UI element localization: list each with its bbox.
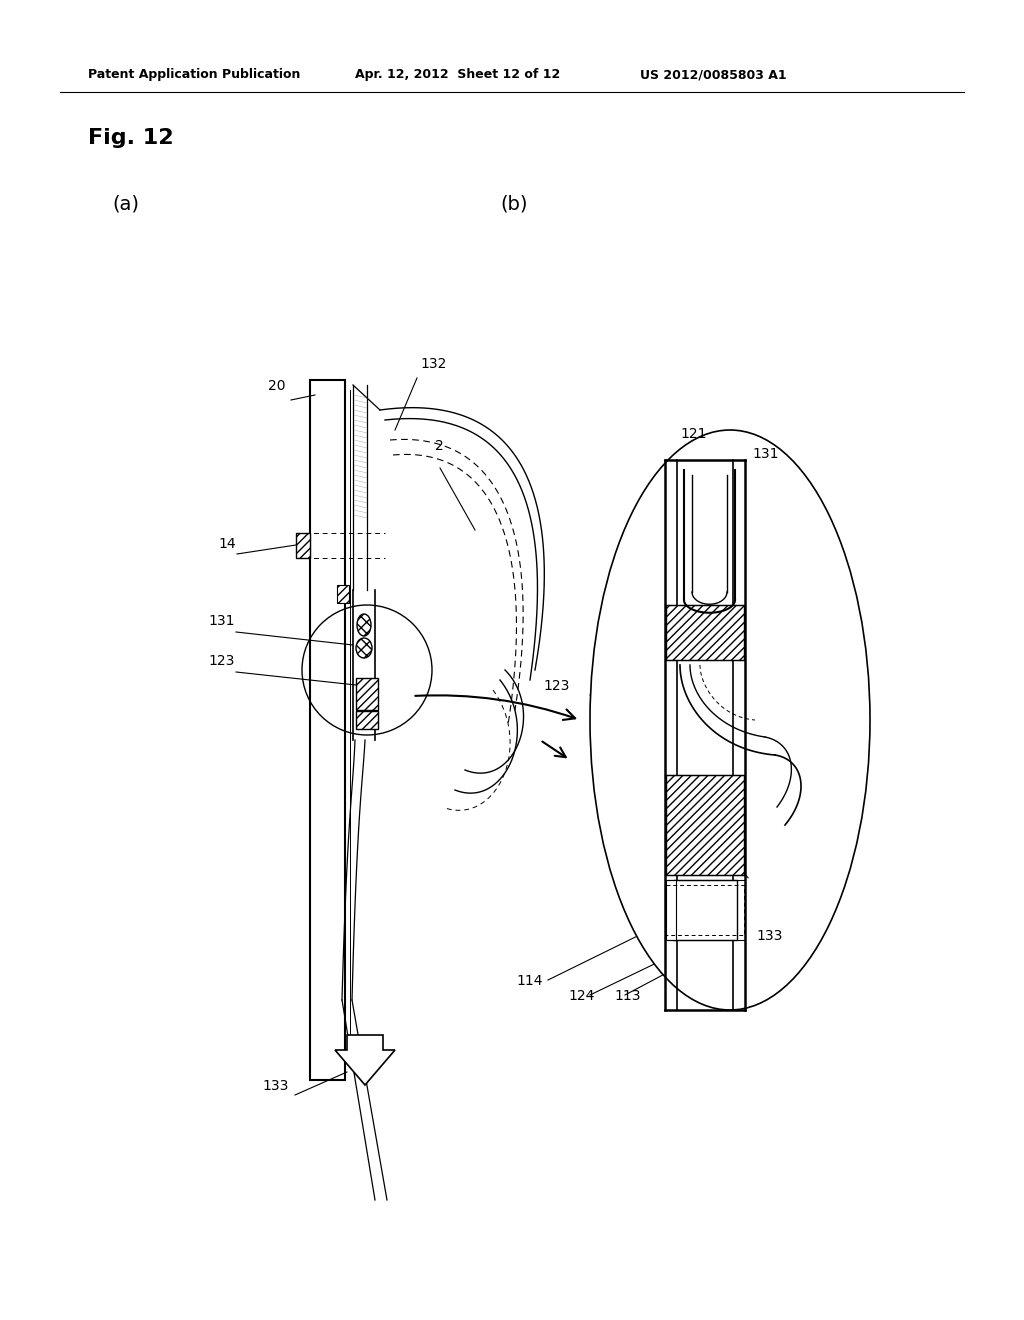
Ellipse shape xyxy=(356,638,372,657)
Text: 123: 123 xyxy=(543,678,569,693)
Text: 133: 133 xyxy=(262,1078,289,1093)
Text: Patent Application Publication: Patent Application Publication xyxy=(88,69,300,81)
Polygon shape xyxy=(335,1035,395,1085)
Bar xyxy=(666,880,676,940)
Bar xyxy=(337,585,349,603)
Bar xyxy=(356,711,378,729)
Text: 132: 132 xyxy=(420,356,446,371)
Text: 114: 114 xyxy=(516,974,543,987)
Bar xyxy=(356,678,378,710)
Text: (a): (a) xyxy=(112,195,139,214)
Bar xyxy=(310,380,345,1080)
Bar xyxy=(337,585,349,603)
Text: Fig. 12: Fig. 12 xyxy=(88,128,174,148)
Text: 2: 2 xyxy=(435,440,443,453)
Text: 124: 124 xyxy=(568,989,594,1003)
Bar xyxy=(666,775,744,875)
Bar xyxy=(356,678,378,710)
Text: 131: 131 xyxy=(752,447,778,461)
Text: Apr. 12, 2012  Sheet 12 of 12: Apr. 12, 2012 Sheet 12 of 12 xyxy=(355,69,560,81)
Text: 131: 131 xyxy=(208,614,234,628)
Text: 123: 123 xyxy=(208,653,234,668)
Text: 133: 133 xyxy=(756,929,782,942)
Text: (b): (b) xyxy=(500,195,527,214)
Text: 14: 14 xyxy=(218,537,236,550)
Bar xyxy=(666,605,744,660)
Bar xyxy=(666,605,744,660)
Text: US 2012/0085803 A1: US 2012/0085803 A1 xyxy=(640,69,786,81)
Bar xyxy=(666,775,744,875)
Bar xyxy=(296,533,310,558)
Text: 121: 121 xyxy=(680,426,707,441)
Ellipse shape xyxy=(590,430,870,1010)
Text: 113: 113 xyxy=(614,989,640,1003)
Ellipse shape xyxy=(357,614,371,636)
Bar xyxy=(673,880,737,940)
Bar xyxy=(356,711,378,729)
Bar xyxy=(296,533,310,558)
Text: 20: 20 xyxy=(268,379,286,393)
